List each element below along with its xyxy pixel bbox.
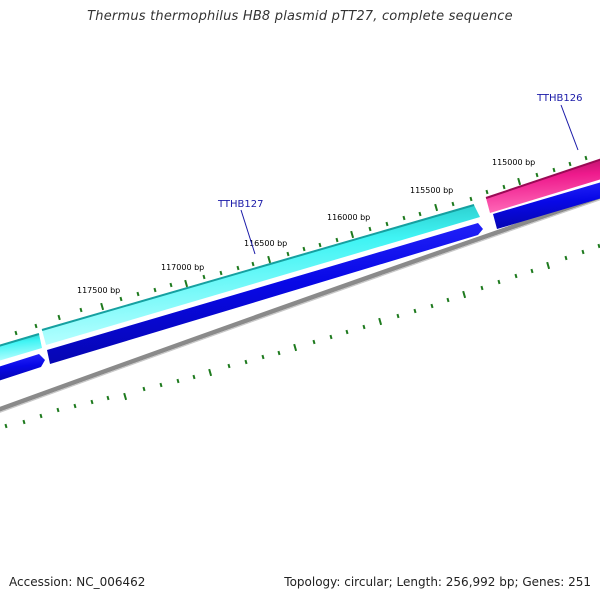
gene-tthb126[interactable] [486, 158, 600, 213]
gene-label-tthb127[interactable]: TTHB127 [217, 199, 264, 210]
bp-label-115500: 115500 bp [410, 186, 453, 195]
bp-label-116500: 116500 bp [244, 239, 287, 248]
gene-tthb126-edge [485, 158, 600, 199]
gene-blue-main[interactable] [47, 223, 483, 364]
gene-label-tthb126[interactable]: TTHB126 [536, 93, 583, 104]
backbone-arc-shadow [0, 199, 600, 413]
inner-tick-marks [4, 243, 600, 429]
bp-label-117500: 117500 bp [77, 286, 120, 295]
gene-tthb127[interactable] [42, 205, 480, 345]
backbone-arc [0, 194, 600, 412]
gene-tthb127-edge [41, 204, 475, 331]
outer-tick-marks [14, 155, 588, 336]
gene-left-fragment[interactable] [0, 334, 42, 362]
bp-label-115000: 115000 bp [492, 158, 535, 167]
accession-text: Accession: NC_006462 [9, 575, 146, 589]
gene-left-fragment-edge [0, 333, 40, 347]
map-title: Thermus thermophilus HB8 plasmid pTT27, … [87, 9, 513, 24]
gene-label-tthb127-leader [240, 209, 256, 255]
topology-text: Topology: circular; Length: 256,992 bp; … [284, 575, 591, 589]
gene-blue-right[interactable] [493, 181, 600, 229]
gene-blue-left[interactable] [0, 354, 45, 382]
bp-label-116000: 116000 bp [327, 213, 370, 222]
gene-label-tthb126-leader [560, 104, 579, 151]
bp-label-117000: 117000 bp [161, 263, 204, 272]
